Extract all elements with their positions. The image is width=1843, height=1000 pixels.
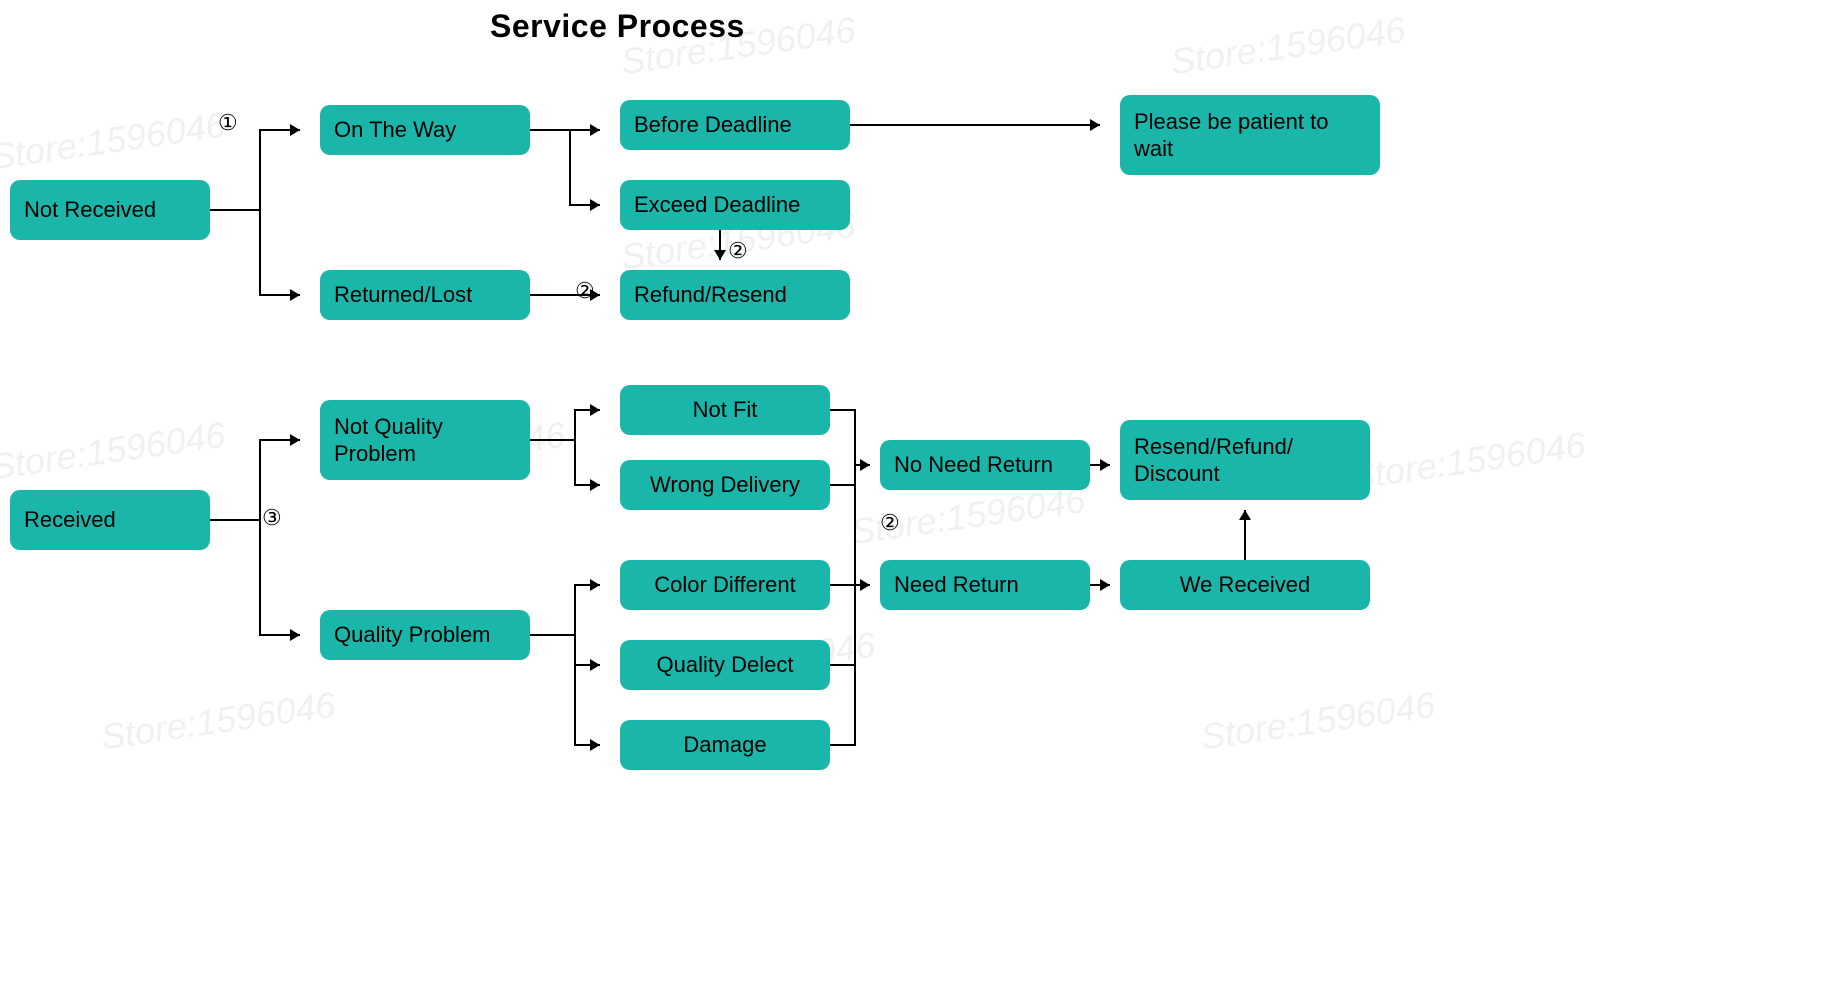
edge bbox=[260, 520, 300, 635]
node-label: Wrong Delivery bbox=[650, 471, 800, 499]
node-returned-lost: Returned/Lost bbox=[320, 270, 530, 320]
watermark-text: Store:1596046 bbox=[0, 104, 228, 178]
node-not-quality: Not Quality Problem bbox=[320, 400, 530, 480]
node-label: Need Return bbox=[894, 571, 1019, 599]
edge bbox=[575, 635, 600, 665]
node-label: Resend/Refund/ Discount bbox=[1134, 433, 1356, 488]
node-quality-delect: Quality Delect bbox=[620, 640, 830, 690]
node-label: Exceed Deadline bbox=[634, 191, 800, 219]
node-label: Not Quality Problem bbox=[334, 413, 516, 468]
watermark-text: Store:1596046 bbox=[1198, 684, 1438, 758]
node-resend-refund-disc: Resend/Refund/ Discount bbox=[1120, 420, 1370, 500]
node-on-the-way: On The Way bbox=[320, 105, 530, 155]
edge bbox=[210, 130, 300, 210]
node-received: Received bbox=[10, 490, 210, 550]
node-label: Please be patient to wait bbox=[1134, 108, 1366, 163]
node-exceed-deadline: Exceed Deadline bbox=[620, 180, 850, 230]
flowchart-canvas: Store:1596046 Store:1596046 Store:1596046 S… bbox=[0, 0, 1500, 800]
node-refund-resend: Refund/Resend bbox=[620, 270, 850, 320]
node-before-deadline: Before Deadline bbox=[620, 100, 850, 150]
edge bbox=[260, 210, 300, 295]
node-label: Quality Problem bbox=[334, 621, 491, 649]
step-marker: ② bbox=[880, 510, 900, 536]
node-label: Color Different bbox=[654, 571, 795, 599]
watermark-text: Store:1596046 bbox=[1348, 424, 1588, 498]
node-label: No Need Return bbox=[894, 451, 1053, 479]
node-color-diff: Color Different bbox=[620, 560, 830, 610]
node-label: Quality Delect bbox=[657, 651, 794, 679]
edge bbox=[530, 410, 600, 440]
node-quality: Quality Problem bbox=[320, 610, 530, 660]
edge bbox=[530, 585, 600, 635]
edge bbox=[575, 440, 600, 485]
node-we-received: We Received bbox=[1120, 560, 1370, 610]
node-please-wait: Please be patient to wait bbox=[1120, 95, 1380, 175]
edge bbox=[830, 410, 855, 465]
node-label: On The Way bbox=[334, 116, 456, 144]
node-wrong-delivery: Wrong Delivery bbox=[620, 460, 830, 510]
node-label: Before Deadline bbox=[634, 111, 792, 139]
node-no-need-return: No Need Return bbox=[880, 440, 1090, 490]
node-not-received: Not Received bbox=[10, 180, 210, 240]
edge bbox=[570, 130, 600, 205]
node-label: We Received bbox=[1180, 571, 1310, 599]
node-label: Damage bbox=[683, 731, 766, 759]
edge bbox=[575, 665, 600, 745]
watermark-text: Store:1596046 bbox=[0, 414, 228, 488]
step-marker: ③ bbox=[262, 505, 282, 531]
node-label: Returned/Lost bbox=[334, 281, 472, 309]
step-marker: ② bbox=[575, 278, 595, 304]
node-label: Refund/Resend bbox=[634, 281, 787, 309]
node-need-return: Need Return bbox=[880, 560, 1090, 610]
node-label: Received bbox=[24, 506, 116, 534]
step-marker: ① bbox=[218, 110, 238, 136]
node-label: Not Fit bbox=[693, 396, 758, 424]
edge bbox=[830, 410, 855, 745]
diagram-title: Service Process bbox=[490, 8, 745, 45]
watermark-text: Store:1596046 bbox=[98, 684, 338, 758]
node-label: Not Received bbox=[24, 196, 156, 224]
watermark-text: Store:1596046 bbox=[1168, 9, 1408, 83]
edge bbox=[210, 440, 300, 520]
step-marker: ② bbox=[728, 238, 748, 264]
node-damage: Damage bbox=[620, 720, 830, 770]
node-not-fit: Not Fit bbox=[620, 385, 830, 435]
